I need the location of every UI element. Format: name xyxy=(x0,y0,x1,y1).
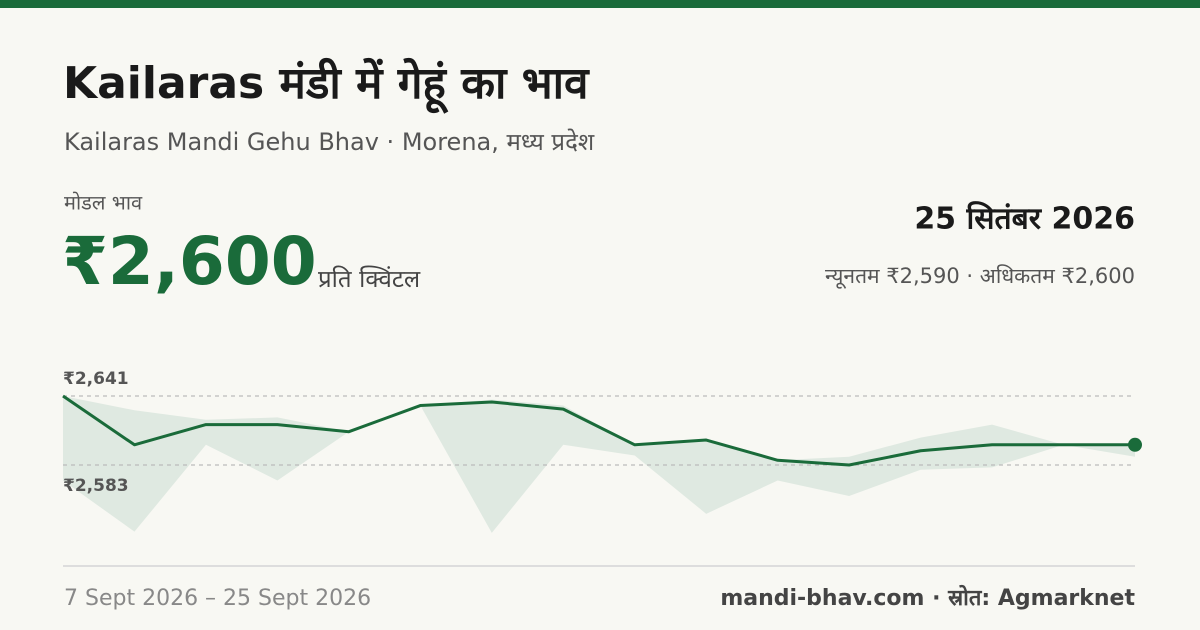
period: 7 Sept 2026 – 25 Sept 2026 xyxy=(64,586,371,611)
title: Kailaras मंडी में गेहूं का भाव xyxy=(63,57,590,114)
price-range: न्यूनतम ₹2,590 · अधिकतम ₹2,600 xyxy=(825,264,1135,289)
y-tick-label: ₹2,641 xyxy=(63,369,129,389)
price-label: मोडल भाव xyxy=(64,191,143,215)
source: mandi-bhav.com · स्रोत: Agmarknet xyxy=(720,584,1135,611)
price-line xyxy=(62,394,1135,467)
price-date: 25 सितंबर 2026 xyxy=(914,201,1135,237)
subtitle: Kailaras Mandi Gehu Bhav · Morena, मध्य … xyxy=(64,128,595,156)
price-unit: प्रति क्विंटल xyxy=(318,265,421,293)
last-point xyxy=(1128,437,1142,452)
top-bar xyxy=(0,0,1200,8)
price-value: ₹2,600 xyxy=(62,223,317,300)
y-tick-label: ₹2,583 xyxy=(63,476,129,496)
